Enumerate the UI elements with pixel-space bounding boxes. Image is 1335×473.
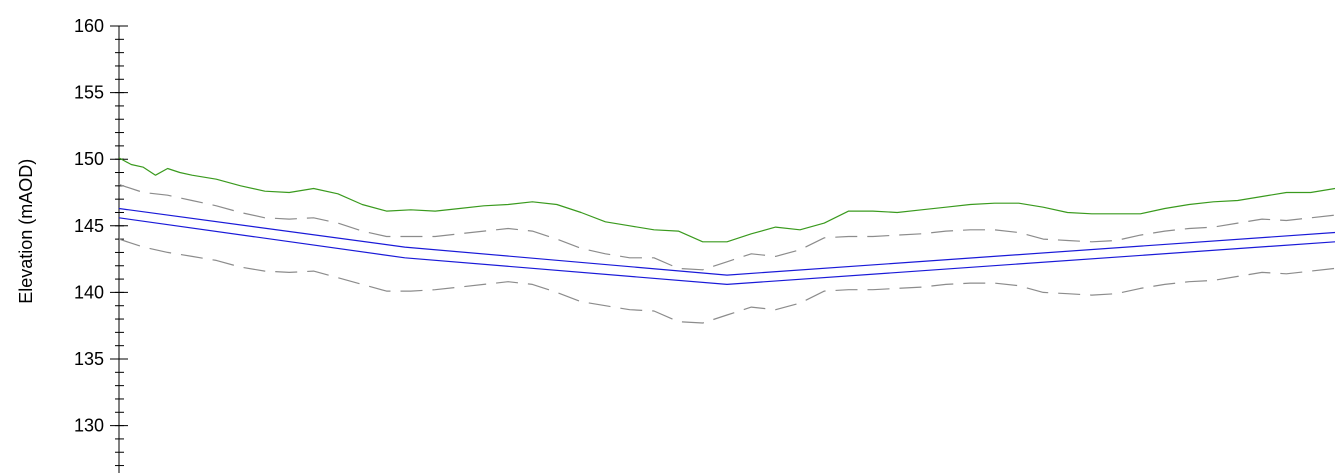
y-axis-title: Elevation (mAOD) bbox=[16, 159, 36, 304]
series-line-design-lower bbox=[118, 217, 1335, 285]
y-tick-label: 145 bbox=[74, 216, 104, 236]
y-tick-label: 155 bbox=[74, 83, 104, 103]
y-axis: 160 155 150 145 140 135 130 bbox=[74, 16, 128, 473]
y-tick-label: 135 bbox=[74, 349, 104, 369]
y-tick-label: 130 bbox=[74, 416, 104, 436]
y-tick-label: 150 bbox=[74, 149, 104, 169]
y-tick-label: 160 bbox=[74, 16, 104, 36]
series-line-lower-envelope bbox=[118, 238, 1335, 324]
plot-area bbox=[118, 157, 1335, 324]
y-tick-label: 140 bbox=[74, 282, 104, 302]
series-line-ground bbox=[118, 157, 1335, 243]
series-line-design-upper bbox=[118, 207, 1335, 276]
series-line-upper-envelope bbox=[118, 183, 1335, 271]
